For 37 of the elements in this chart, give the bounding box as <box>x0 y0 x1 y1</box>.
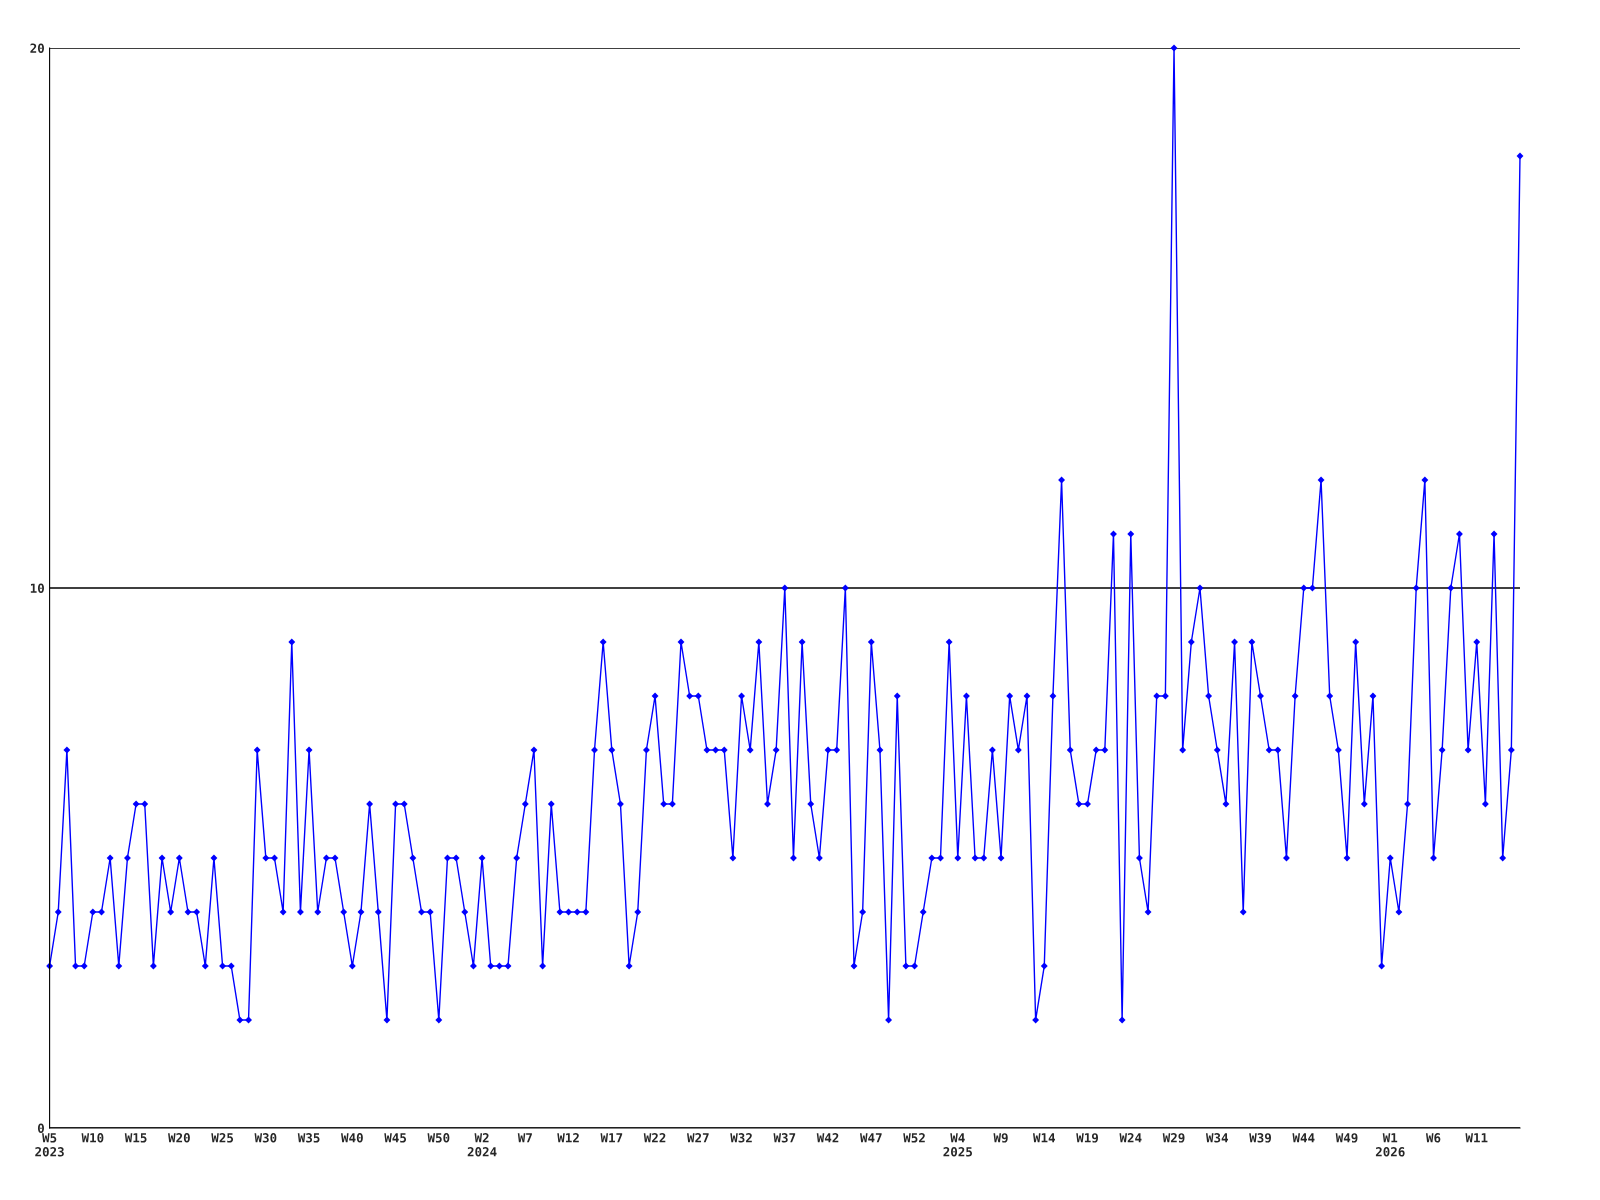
x-tick-label: W35 <box>297 1133 320 1143</box>
x-tick-label: W14 <box>1032 1133 1056 1143</box>
x-tick-label: W2 2024 <box>467 1133 497 1157</box>
x-tick-label: W27 <box>687 1133 709 1143</box>
x-tick-label: W17 <box>600 1133 623 1143</box>
x-tick-label: W37 <box>773 1133 796 1143</box>
x-tick-label: W1 2026 <box>1375 1133 1405 1157</box>
x-tick-label: W11 <box>1465 1133 1488 1143</box>
x-tick-label: W40 <box>341 1133 363 1143</box>
x-tick-label: W20 <box>168 1133 190 1143</box>
x-tick-label: W30 <box>254 1133 277 1143</box>
x-tick-label: W44 <box>1292 1133 1315 1143</box>
x-tick-label: W12 <box>557 1133 579 1143</box>
x-tick-label: W29 <box>1162 1133 1185 1143</box>
x-tick-label: W19 <box>1076 1133 1099 1143</box>
x-tick-label: W39 <box>1249 1133 1272 1143</box>
x-tick-label: W5 2023 <box>35 1133 64 1157</box>
x-tick-label: W24 <box>1119 1133 1142 1143</box>
x-tick-label: W50 <box>427 1133 450 1143</box>
x-tick-label: W47 <box>860 1133 882 1143</box>
x-tick-label: W32 <box>730 1133 752 1143</box>
x-tick-label: W42 <box>816 1133 839 1143</box>
x-tick-label: W25 <box>211 1133 234 1143</box>
y-tick-label: 0 <box>37 1123 44 1133</box>
x-tick-label: W9 <box>993 1133 1008 1143</box>
x-tick-label: W22 <box>643 1133 666 1143</box>
x-tick-label: W4 2025 <box>943 1133 972 1157</box>
x-tick-label: W52 <box>903 1133 925 1143</box>
x-tick-label: W15 <box>124 1133 147 1143</box>
x-tick-label: W49 <box>1335 1133 1358 1143</box>
y-tick-label: 10 <box>30 583 44 593</box>
x-tick-label: W7 <box>517 1133 532 1143</box>
x-tick-label: W6 <box>1425 1133 1441 1143</box>
x-tick-label: W10 <box>81 1133 104 1143</box>
x-tick-label: W34 <box>1205 1133 1228 1143</box>
y-tick-label: 20 <box>30 43 44 53</box>
x-tick-label: W45 <box>384 1133 407 1143</box>
